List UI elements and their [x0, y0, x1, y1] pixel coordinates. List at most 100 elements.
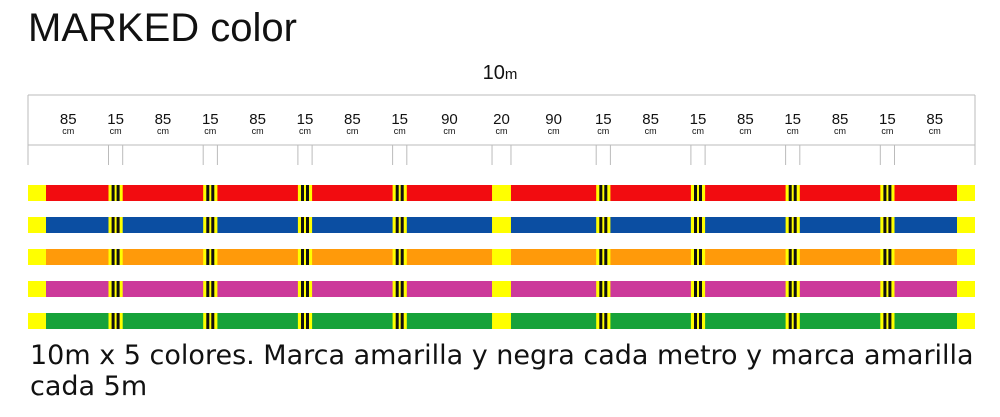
marker-black-stripe: [599, 217, 603, 233]
marker-black-stripe: [788, 217, 792, 233]
marker-black-stripe: [206, 281, 210, 297]
segment-unit-label: cm: [787, 126, 799, 136]
total-length-label: 10m: [470, 62, 530, 85]
marker-yellow-metre: [297, 217, 313, 233]
marker-yellow-metre: [203, 281, 218, 297]
marker-black-stripe: [599, 249, 603, 265]
end-marker-yellow: [28, 281, 46, 297]
marker-black-stripe: [211, 217, 215, 233]
segment-length-label: 15: [391, 111, 408, 128]
marker-black-stripe: [793, 185, 797, 201]
marker-black-stripe: [604, 249, 608, 265]
marker-black-stripe: [694, 249, 698, 265]
segment-length-label: 20: [493, 111, 510, 128]
marker-yellow-metre: [880, 185, 895, 201]
marker-black-stripe: [206, 217, 210, 233]
marker-black-stripe: [699, 185, 703, 201]
marker-black-stripe: [400, 249, 404, 265]
marker-yellow-metre: [392, 217, 407, 233]
marker-yellow-5m: [492, 281, 511, 297]
end-marker-yellow: [28, 249, 46, 265]
marker-black-stripe: [888, 249, 892, 265]
marker-yellow-metre: [880, 281, 895, 297]
marker-black-stripe: [211, 281, 215, 297]
marker-yellow-metre: [690, 217, 706, 233]
marker-black-stripe: [883, 217, 887, 233]
marker-black-stripe: [395, 313, 399, 329]
marker-black-stripe: [305, 185, 309, 201]
marker-yellow-metre: [785, 185, 800, 201]
marker-black-stripe: [793, 313, 797, 329]
segment-length-label: 15: [784, 111, 801, 128]
segment-unit-label: cm: [62, 126, 74, 136]
color-lines: [28, 185, 975, 329]
marker-black-stripe: [604, 281, 608, 297]
segment-unit-label: cm: [881, 126, 893, 136]
marker-black-stripe: [111, 185, 115, 201]
marker-yellow-metre: [690, 249, 706, 265]
segment-unit-label: cm: [299, 126, 311, 136]
marker-black-stripe: [888, 217, 892, 233]
segment-length-label: 90: [545, 111, 562, 128]
segment-unit-label: cm: [204, 126, 216, 136]
caption: 10m x 5 colores. Marca amarilla y negra …: [30, 340, 974, 402]
marker-yellow-5m: [492, 217, 511, 233]
segment-unit-label: cm: [443, 126, 455, 136]
marker-yellow-metre: [297, 249, 313, 265]
marker-yellow-metre: [785, 249, 800, 265]
segment-unit-label: cm: [496, 126, 508, 136]
marker-yellow-metre: [203, 249, 218, 265]
end-marker-yellow: [28, 217, 46, 233]
segment-labels: 85cm15cm85cm15cm85cm15cm85cm15cm90cm20cm…: [60, 111, 943, 136]
segment-unit-label: cm: [645, 126, 657, 136]
marker-black-stripe: [694, 217, 698, 233]
marker-black-stripe: [694, 185, 698, 201]
marker-black-stripe: [400, 313, 404, 329]
marker-yellow-metre: [596, 281, 611, 297]
marker-black-stripe: [400, 281, 404, 297]
marker-black-stripe: [888, 313, 892, 329]
marker-yellow-metre: [203, 217, 218, 233]
marker-yellow-metre: [392, 249, 407, 265]
marker-black-stripe: [300, 217, 304, 233]
marker-black-stripe: [111, 249, 115, 265]
marker-black-stripe: [699, 281, 703, 297]
marker-black-stripe: [694, 313, 698, 329]
marker-black-stripe: [604, 313, 608, 329]
segment-unit-label: cm: [394, 126, 406, 136]
diagram-title: MARKED color: [28, 6, 297, 50]
marker-yellow-metre: [203, 313, 218, 329]
marker-black-stripe: [395, 217, 399, 233]
segment-length-label: 85: [60, 111, 77, 128]
segment-length-label: 85: [926, 111, 943, 128]
marker-black-stripe: [305, 217, 309, 233]
segment-length-label: 85: [344, 111, 361, 128]
segment-length-label: 85: [155, 111, 172, 128]
marker-black-stripe: [300, 249, 304, 265]
marker-yellow-metre: [108, 217, 123, 233]
marker-black-stripe: [116, 185, 120, 201]
marker-black-stripe: [116, 249, 120, 265]
marker-yellow-metre: [785, 313, 800, 329]
total-length-value: 10: [482, 62, 505, 84]
segment-length-label: 15: [595, 111, 612, 128]
marker-black-stripe: [883, 185, 887, 201]
marker-yellow-metre: [392, 281, 407, 297]
marker-black-stripe: [599, 185, 603, 201]
marker-yellow-metre: [596, 185, 611, 201]
marker-yellow-metre: [880, 249, 895, 265]
marker-black-stripe: [793, 217, 797, 233]
end-marker-yellow: [957, 185, 975, 201]
marker-black-stripe: [699, 249, 703, 265]
end-marker-yellow: [28, 185, 46, 201]
marker-yellow-metre: [297, 313, 313, 329]
segment-length-label: 85: [249, 111, 266, 128]
marker-black-stripe: [888, 281, 892, 297]
marker-black-stripe: [305, 313, 309, 329]
end-marker-yellow: [957, 217, 975, 233]
marker-yellow-metre: [297, 185, 313, 201]
marker-black-stripe: [395, 249, 399, 265]
marker-yellow-metre: [108, 281, 123, 297]
marker-yellow-metre: [785, 281, 800, 297]
marker-yellow-metre: [108, 313, 123, 329]
